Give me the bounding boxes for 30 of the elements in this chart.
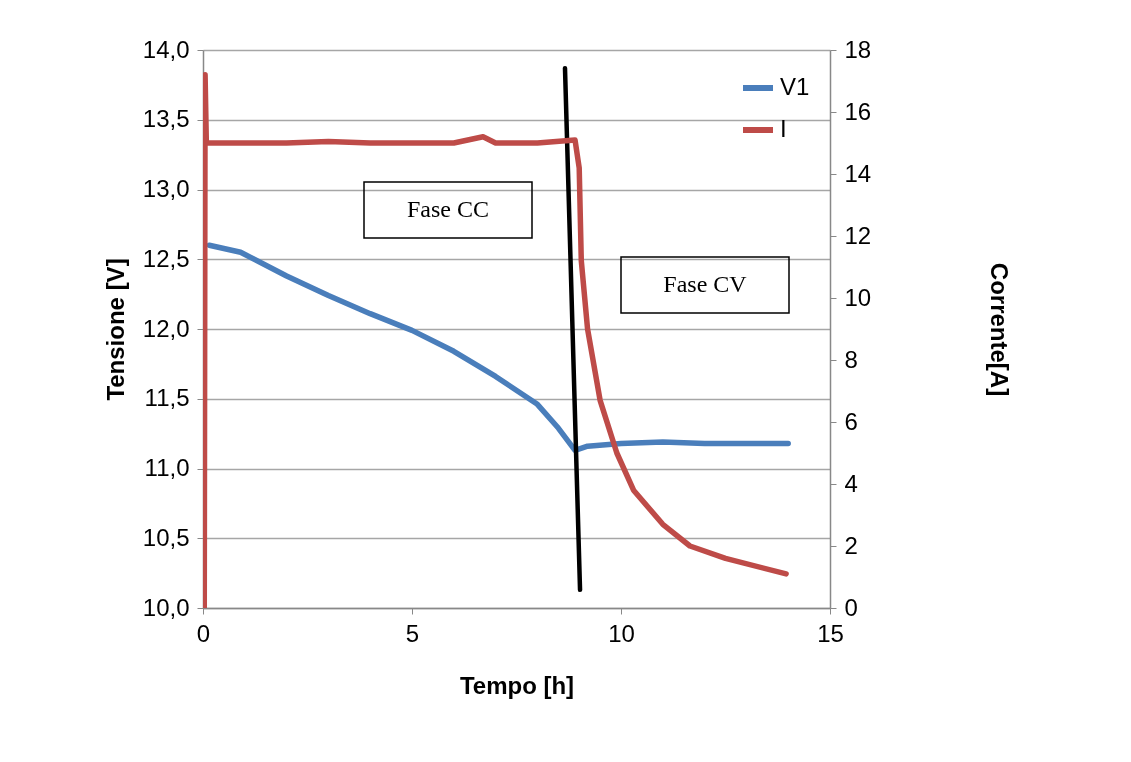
- y-tick-label: 11,5: [144, 384, 190, 412]
- y-tick-label: 14,0: [142, 35, 190, 63]
- y-axis-title: Tensione [V]: [101, 258, 129, 401]
- y2-tick-label: 6: [844, 407, 858, 435]
- x-axis-title: Tempo [h]: [459, 671, 575, 699]
- y-tick-label: 11,0: [144, 454, 190, 481]
- y-tick-label: 13,5: [142, 105, 190, 133]
- legend-label: I: [780, 115, 787, 142]
- y2-tick-label: 8: [844, 345, 858, 373]
- y-tick-label: 10,0: [142, 593, 190, 621]
- y2-tick-label: 18: [844, 35, 872, 63]
- y-tick-label: 13,0: [142, 175, 190, 202]
- y2-tick-label: 4: [844, 469, 858, 497]
- y-tick-label: 12,0: [142, 314, 190, 342]
- y2-tick-label: 0: [844, 593, 858, 621]
- y2-tick-label: 12: [844, 221, 872, 249]
- annotation: Fase CV: [663, 271, 748, 297]
- x-tick-label: 0: [196, 619, 211, 647]
- y2-tick-label: 14: [844, 159, 872, 187]
- y2-tick-label: 2: [844, 531, 858, 559]
- y2-tick-label: 16: [844, 97, 872, 125]
- legend-label: V1: [780, 73, 810, 100]
- y2-tick-label: 10: [844, 283, 872, 311]
- x-tick-label: 10: [608, 619, 635, 647]
- y-tick-label: 10,5: [142, 523, 190, 551]
- y-tick-label: 12,5: [142, 244, 190, 272]
- y2-axis-title: Corrente[A]: [986, 262, 1014, 397]
- x-tick-label: 15: [817, 619, 844, 647]
- annotation: Fase CC: [406, 196, 490, 222]
- x-tick-label: 5: [405, 619, 420, 647]
